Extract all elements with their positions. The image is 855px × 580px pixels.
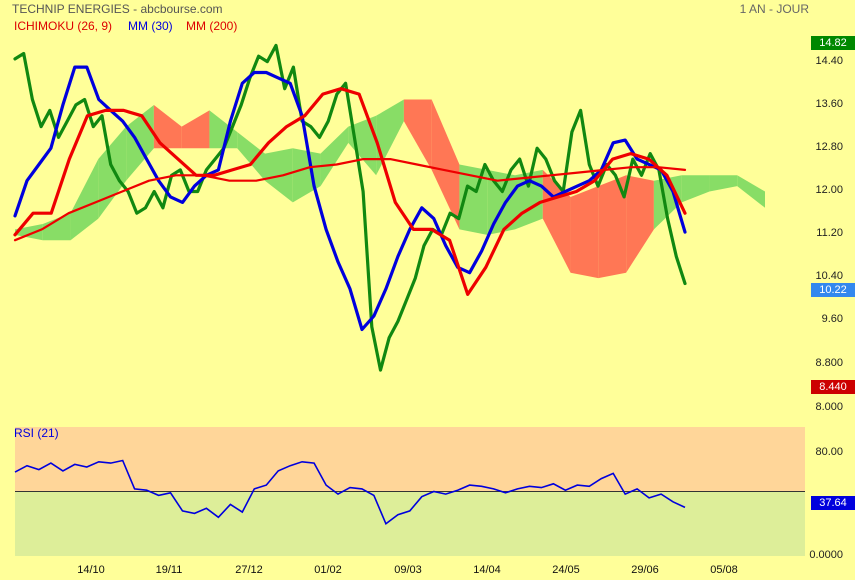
x-tick-label: 19/11 — [155, 564, 183, 576]
x-tick-label: 24/05 — [552, 564, 580, 576]
cloud-segment-bull — [376, 99, 404, 176]
badge-low: 8.440 — [811, 380, 855, 394]
x-tick-label: 29/06 — [631, 564, 659, 576]
rsi-lower-zone — [15, 491, 805, 556]
cloud-segment-bull — [487, 169, 515, 235]
rsi-tick-label: 0.0000 — [809, 549, 843, 561]
rsi-panel — [14, 427, 805, 556]
legend-ichimoku: ICHIMOKU (26, 9) — [14, 19, 113, 33]
badge-high: 14.82 — [811, 36, 855, 50]
y-tick-label: 11.20 — [816, 227, 843, 239]
y-tick-label: 10.40 — [815, 270, 843, 282]
y-tick-label: 12.80 — [815, 141, 843, 153]
mm30-line — [13, 65, 687, 332]
x-tick-label: 14/04 — [473, 564, 501, 576]
rsi-tick-label: 80.00 — [815, 445, 843, 458]
cloud-segment-bull — [42, 213, 71, 241]
badge-last: 10.22 — [811, 283, 855, 297]
ichimoku-red-line — [13, 87, 687, 296]
cloud-segment-bear — [598, 175, 627, 279]
cloud-segment-bull — [320, 126, 349, 187]
cloud-segment-bear — [181, 110, 210, 149]
x-tick-label: 09/03 — [394, 564, 422, 576]
cloud-segment-bull — [709, 175, 738, 192]
y-tick-label: 9.60 — [821, 313, 843, 325]
mm200-line — [13, 158, 687, 242]
legend-mm30: MM (30) — [128, 19, 173, 33]
cloud-segment-bull — [348, 115, 377, 176]
cloud-segment-bull — [70, 159, 99, 241]
x-tick-label: 01/02 — [314, 564, 342, 576]
cloud-segment-bull — [681, 175, 710, 203]
cloud-segment-bull — [737, 175, 765, 208]
cloud-segment-bear — [403, 99, 432, 170]
rsi-upper-zone — [15, 427, 805, 492]
x-tick-label: 27/12 — [235, 564, 263, 576]
cloud-segment-bull — [98, 126, 127, 219]
rsi-line — [14, 459, 686, 526]
cloud-segment-bear — [626, 175, 654, 273]
cloud-segment-bear — [570, 186, 599, 279]
chart-title: TECHNIP ENERGIES - abcbourse.com — [12, 2, 223, 16]
x-tick-label: 14/10 — [77, 564, 105, 576]
cloud-segment-bull — [237, 132, 265, 181]
cloud-segment-bear — [153, 104, 182, 149]
legend-mm200: MM (200) — [186, 19, 238, 33]
period-label: 1 AN - JOUR — [739, 2, 809, 16]
cloud-segment-bull — [209, 110, 238, 149]
rsi-title: RSI (21) — [14, 426, 59, 440]
x-tick-label: 05/08 — [710, 564, 738, 576]
badge-rsi-last: 37.64 — [811, 496, 855, 510]
y-tick-label: 13.60 — [815, 98, 843, 110]
y-tick-label: 12.00 — [815, 184, 843, 196]
chart-lines — [13, 43, 687, 372]
cloud-segment-bear — [431, 99, 460, 230]
y-tick-label: 14.40 — [815, 55, 843, 67]
y-tick-label: 8.000 — [815, 401, 843, 413]
y-tick-label: 8.800 — [815, 357, 843, 369]
